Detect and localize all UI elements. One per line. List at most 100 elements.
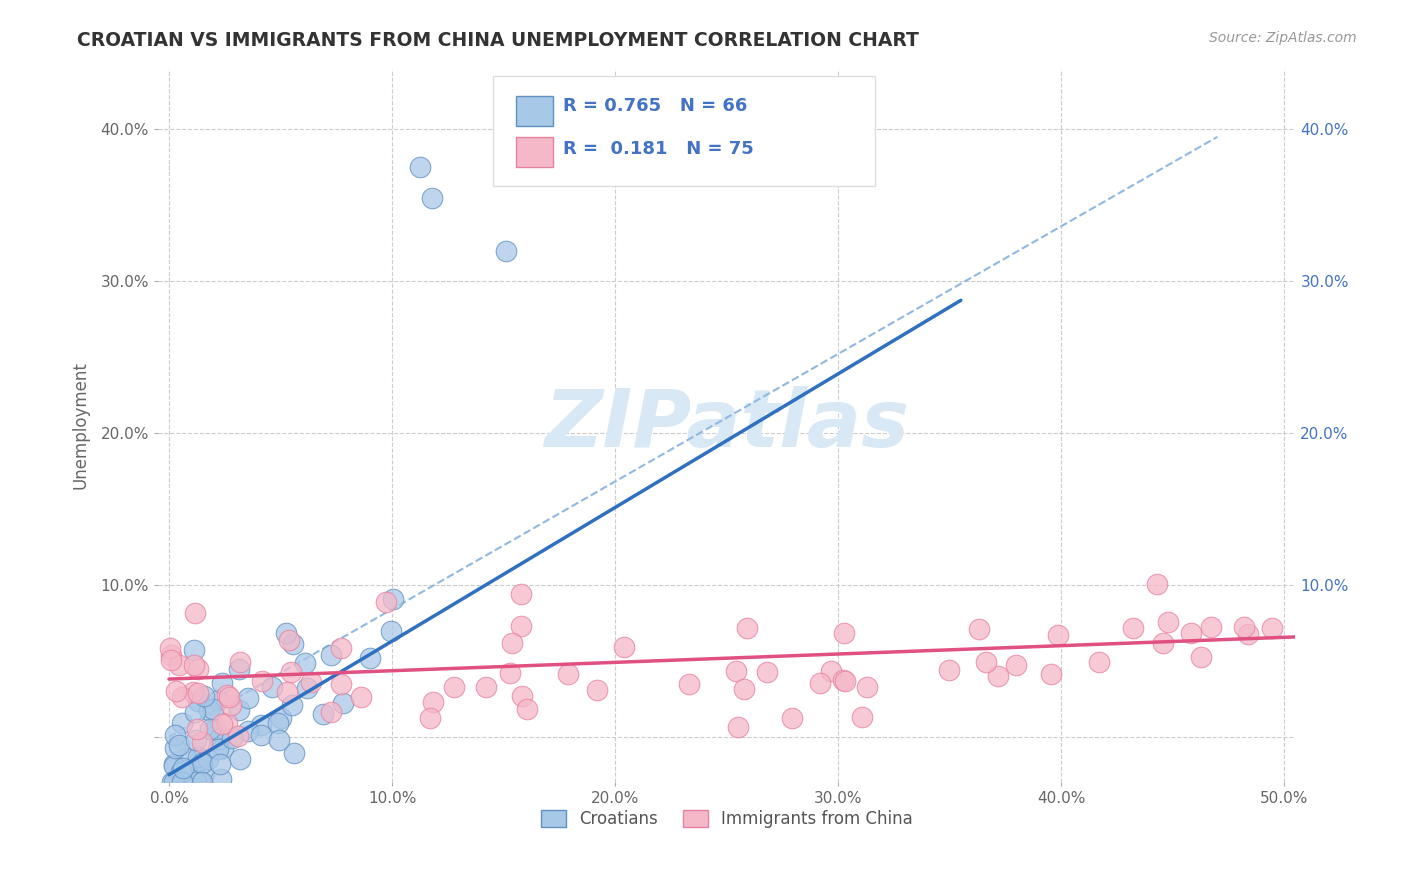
Point <box>1088 655 1111 669</box>
Point <box>174 750 197 764</box>
Point <box>260 680 283 694</box>
Point <box>165 741 187 756</box>
Point <box>188 775 211 789</box>
Point <box>1199 620 1222 634</box>
Point <box>269 733 291 747</box>
Point <box>294 657 316 671</box>
Point <box>162 759 184 773</box>
Point <box>756 665 779 679</box>
Point <box>211 717 233 731</box>
Point <box>585 682 607 697</box>
Point <box>219 698 242 713</box>
FancyBboxPatch shape <box>494 76 875 186</box>
Point <box>974 655 997 669</box>
Point <box>174 763 197 777</box>
Point <box>509 618 531 632</box>
Point <box>274 626 297 640</box>
Point <box>832 673 855 687</box>
Point <box>170 765 193 780</box>
Point <box>329 640 352 655</box>
Point <box>201 701 224 715</box>
Point <box>172 760 194 774</box>
Point <box>495 244 517 258</box>
Point <box>1004 657 1026 672</box>
Point <box>211 676 233 690</box>
Point <box>330 676 353 690</box>
Point <box>197 752 219 766</box>
Point <box>191 775 214 789</box>
Point <box>218 690 240 705</box>
Point <box>299 675 322 690</box>
Point <box>516 702 538 716</box>
Point <box>172 690 194 704</box>
Point <box>280 698 302 712</box>
Point <box>967 622 990 636</box>
Text: ZIPatlas: ZIPatlas <box>544 386 910 465</box>
Point <box>250 673 273 688</box>
Point <box>1189 650 1212 665</box>
Point <box>1180 626 1202 640</box>
Point <box>502 636 524 650</box>
Point <box>727 720 749 734</box>
Point <box>198 722 221 736</box>
Point <box>186 775 208 789</box>
Point <box>267 715 290 730</box>
Point <box>987 669 1010 683</box>
Point <box>808 675 831 690</box>
Point <box>382 592 405 607</box>
Point <box>165 683 187 698</box>
Y-axis label: Unemployment: Unemployment <box>72 361 89 490</box>
Point <box>1039 667 1062 681</box>
Point <box>613 640 636 654</box>
Point <box>820 664 842 678</box>
Point <box>1046 628 1069 642</box>
Point <box>207 741 229 756</box>
Point <box>228 703 250 717</box>
Point <box>276 685 298 699</box>
Point <box>250 728 273 742</box>
Point <box>1157 615 1180 629</box>
Point <box>375 595 398 609</box>
Point <box>160 648 183 663</box>
Point <box>422 695 444 709</box>
Point <box>419 711 441 725</box>
Point <box>280 665 302 680</box>
Point <box>321 705 343 719</box>
FancyBboxPatch shape <box>516 95 553 126</box>
Point <box>510 690 533 704</box>
Point <box>215 689 238 703</box>
Point <box>163 728 186 742</box>
Point <box>359 650 381 665</box>
Point <box>855 680 877 694</box>
Point <box>678 677 700 691</box>
Point <box>160 653 183 667</box>
Text: R =  0.181   N = 75: R = 0.181 N = 75 <box>562 140 754 158</box>
Point <box>834 674 856 689</box>
Point <box>834 625 856 640</box>
Point <box>186 749 208 764</box>
Legend: Croatians, Immigrants from China: Croatians, Immigrants from China <box>534 803 920 835</box>
Point <box>332 696 354 710</box>
Point <box>319 648 342 663</box>
Point <box>190 753 212 767</box>
Point <box>208 757 231 772</box>
Point <box>159 640 181 655</box>
Point <box>409 160 432 174</box>
Point <box>733 681 755 696</box>
Point <box>1152 636 1174 650</box>
Point <box>184 607 207 621</box>
Text: CROATIAN VS IMMIGRANTS FROM CHINA UNEMPLOYMENT CORRELATION CHART: CROATIAN VS IMMIGRANTS FROM CHINA UNEMPL… <box>77 31 920 50</box>
Point <box>217 716 239 731</box>
Point <box>191 756 214 770</box>
Point <box>191 735 214 749</box>
Point <box>557 667 579 681</box>
Point <box>780 710 803 724</box>
Point <box>221 731 243 745</box>
Point <box>162 775 184 789</box>
Point <box>208 731 231 746</box>
Point <box>184 733 207 747</box>
Point <box>169 657 191 672</box>
Point <box>183 642 205 657</box>
Point <box>172 715 194 730</box>
Point <box>207 693 229 707</box>
